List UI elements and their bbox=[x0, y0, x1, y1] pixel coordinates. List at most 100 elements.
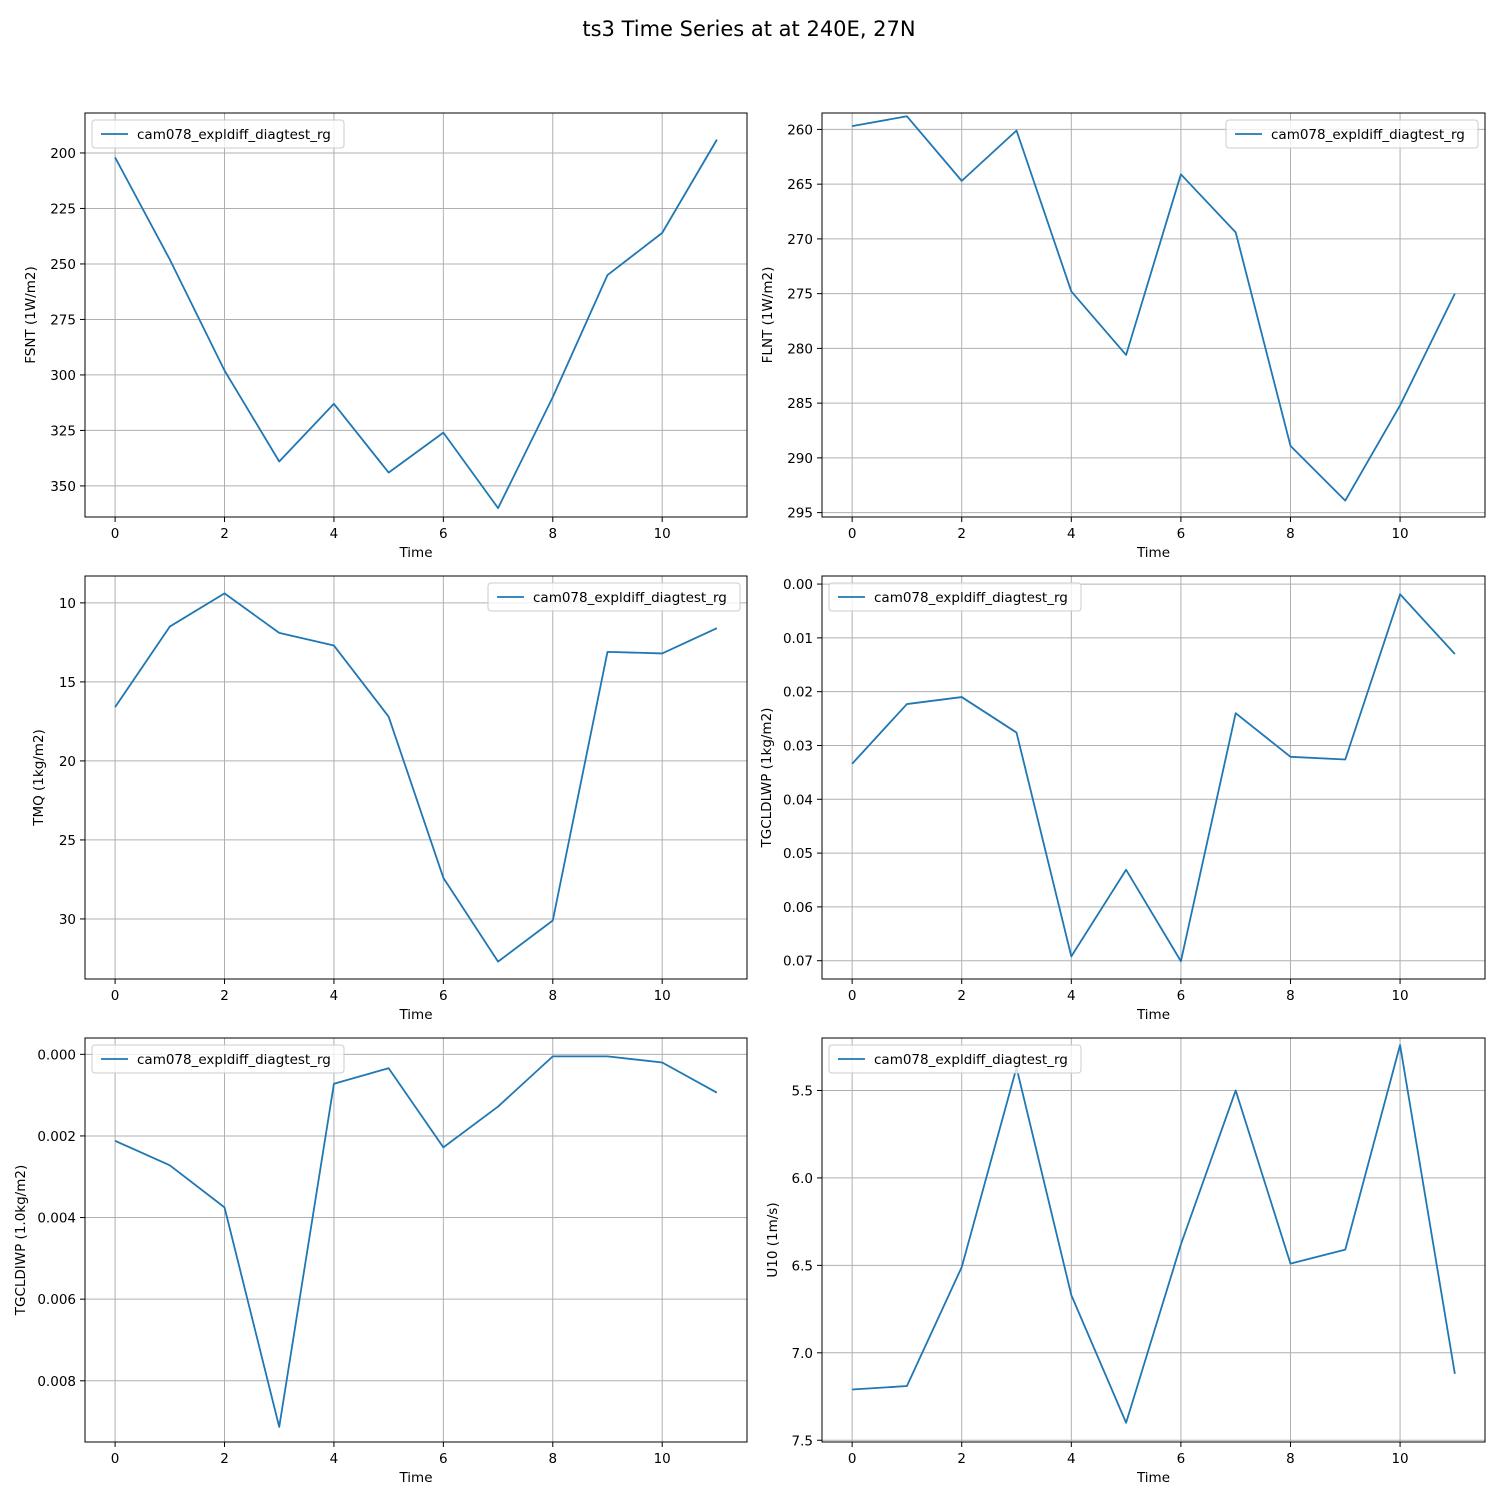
x-tick-label: 0 bbox=[848, 988, 857, 1004]
x-tick-label: 2 bbox=[957, 1451, 966, 1467]
x-tick-label: 6 bbox=[439, 526, 448, 542]
y-tick-label: 275 bbox=[787, 287, 813, 303]
legend-box bbox=[1225, 119, 1479, 149]
x-tick-label: 2 bbox=[220, 1451, 229, 1467]
x-tick-label: 4 bbox=[1067, 526, 1076, 542]
legend-entry: cam078_expldiff_diagtest_rg bbox=[533, 590, 727, 606]
y-tick-label: 25 bbox=[59, 833, 76, 849]
y-axis-label: TMQ (1kg/m2) bbox=[31, 729, 47, 827]
x-tick-label: 8 bbox=[548, 1451, 557, 1467]
y-tick-label: 0.02 bbox=[783, 685, 813, 701]
x-tick-label: 6 bbox=[439, 1451, 448, 1467]
y-tick-label: 0.04 bbox=[783, 792, 813, 808]
axes-frame bbox=[821, 1037, 1486, 1443]
subplot-1: 0 2 4 6 8 10 200 225 250 275 300 325 350 Time FSNT (1W… bbox=[23, 112, 748, 561]
x-tick-label: 10 bbox=[654, 526, 671, 542]
y-tick-label: 280 bbox=[787, 341, 813, 357]
x-tick-label: 4 bbox=[1067, 988, 1076, 1004]
y-tick-label: 6.5 bbox=[792, 1258, 813, 1274]
y-tick-label: 0.01 bbox=[783, 631, 813, 647]
series-line bbox=[851, 115, 1456, 502]
x-tick-label: 8 bbox=[1286, 988, 1295, 1004]
subplot-5: 0 2 4 6 8 10 0.000 0.002 0.004 0.006 0.008 Time TGCL… bbox=[13, 1037, 748, 1486]
legend-box bbox=[91, 119, 345, 149]
y-tick-label: 10 bbox=[59, 596, 76, 612]
x-tick-label: 6 bbox=[1177, 526, 1186, 542]
x-tick-label: 10 bbox=[1391, 1451, 1408, 1467]
y-axis-label: FSNT (1W/m2) bbox=[23, 266, 39, 364]
y-tick-label: 300 bbox=[50, 368, 76, 384]
subplot-4: 0 2 4 6 8 10 0.00 0.01 0.02 0.03 0.04 0.05 0.06 0.07 T… bbox=[759, 575, 1486, 1023]
x-axis-label: Time bbox=[398, 1470, 432, 1486]
y-tick-label: 7.0 bbox=[792, 1346, 813, 1362]
legend-box bbox=[828, 1044, 1082, 1074]
x-axis-label: Time bbox=[1136, 1470, 1170, 1486]
x-tick-label: 0 bbox=[111, 988, 120, 1004]
y-tick-label: 0.002 bbox=[37, 1129, 76, 1145]
y-tick-label: 0.06 bbox=[783, 900, 813, 916]
legend-entry: cam078_expldiff_diagtest_rg bbox=[874, 590, 1068, 606]
y-axis-label: FLNT (1W/m2) bbox=[760, 267, 776, 364]
y-tick-label: 0.00 bbox=[783, 577, 813, 593]
x-tick-label: 10 bbox=[1391, 988, 1408, 1004]
y-tick-label: 275 bbox=[50, 312, 76, 328]
axes-frame bbox=[84, 1037, 748, 1443]
y-tick-label: 0.004 bbox=[37, 1211, 76, 1227]
figure-title: ts3 Time Series at at 240E, 27N bbox=[582, 17, 915, 41]
legend: cam078_expldiff_diagtest_rg bbox=[91, 1044, 345, 1074]
y-tick-label: 20 bbox=[59, 754, 76, 770]
series-line bbox=[114, 592, 718, 963]
series-line bbox=[852, 1044, 1456, 1424]
subplot-3: 0 2 4 6 8 10 10 15 20 25 30 Time TMQ (1kg/m2) cam078_… bbox=[31, 575, 748, 1023]
x-axis-label: Time bbox=[398, 545, 432, 561]
axes-frame bbox=[84, 112, 748, 518]
y-tick-label: 295 bbox=[787, 506, 813, 522]
y-tick-label: 15 bbox=[59, 675, 76, 691]
y-tick-label: 285 bbox=[787, 396, 813, 412]
y-tick-label: 30 bbox=[59, 912, 76, 928]
y-tick-label: 265 bbox=[787, 177, 813, 193]
x-tick-label: 0 bbox=[111, 1451, 120, 1467]
x-tick-label: 2 bbox=[957, 526, 966, 542]
x-tick-label: 0 bbox=[848, 1451, 857, 1467]
legend-box bbox=[828, 582, 1082, 612]
series-line bbox=[114, 1055, 718, 1428]
x-axis-label: Time bbox=[1136, 545, 1170, 561]
x-tick-label: 10 bbox=[654, 1451, 671, 1467]
x-tick-label: 4 bbox=[330, 988, 339, 1004]
subplot-6: 0 2 4 6 8 10 5.5 6.0 6.5 7.0 7.5 Time U10 (1m/s) cam0… bbox=[765, 1037, 1486, 1486]
x-tick-label: 4 bbox=[330, 1451, 339, 1467]
y-tick-label: 225 bbox=[50, 201, 76, 217]
axes-frame bbox=[821, 112, 1486, 518]
x-tick-label: 0 bbox=[848, 526, 857, 542]
x-tick-label: 2 bbox=[220, 526, 229, 542]
x-tick-label: 2 bbox=[957, 988, 966, 1004]
y-tick-label: 6.0 bbox=[792, 1171, 813, 1187]
legend-box bbox=[91, 1044, 345, 1074]
legend-entry: cam078_expldiff_diagtest_rg bbox=[137, 1052, 331, 1068]
legend-entry: cam078_expldiff_diagtest_rg bbox=[137, 127, 331, 143]
x-tick-label: 6 bbox=[439, 988, 448, 1004]
legend: cam078_expldiff_diagtest_rg bbox=[487, 582, 741, 612]
x-tick-label: 4 bbox=[1067, 1451, 1076, 1467]
y-tick-label: 350 bbox=[50, 479, 76, 495]
y-tick-label: 260 bbox=[787, 122, 813, 138]
x-tick-label: 8 bbox=[548, 526, 557, 542]
y-tick-label: 0.05 bbox=[783, 846, 813, 862]
legend-entry: cam078_expldiff_diagtest_rg bbox=[1271, 127, 1465, 143]
x-tick-label: 2 bbox=[220, 988, 229, 1004]
legend-entry: cam078_expldiff_diagtest_rg bbox=[874, 1052, 1068, 1068]
x-tick-label: 8 bbox=[1286, 1451, 1295, 1467]
x-tick-label: 4 bbox=[330, 526, 339, 542]
y-axis-label: TGCLDLWP (1kg/m2) bbox=[759, 708, 775, 849]
axes-frame bbox=[84, 575, 748, 980]
x-tick-label: 6 bbox=[1177, 988, 1186, 1004]
legend: cam078_expldiff_diagtest_rg bbox=[91, 119, 345, 149]
x-tick-label: 10 bbox=[654, 988, 671, 1004]
y-tick-label: 0.006 bbox=[37, 1292, 76, 1308]
x-tick-label: 10 bbox=[1391, 526, 1408, 542]
y-tick-label: 270 bbox=[787, 232, 813, 248]
